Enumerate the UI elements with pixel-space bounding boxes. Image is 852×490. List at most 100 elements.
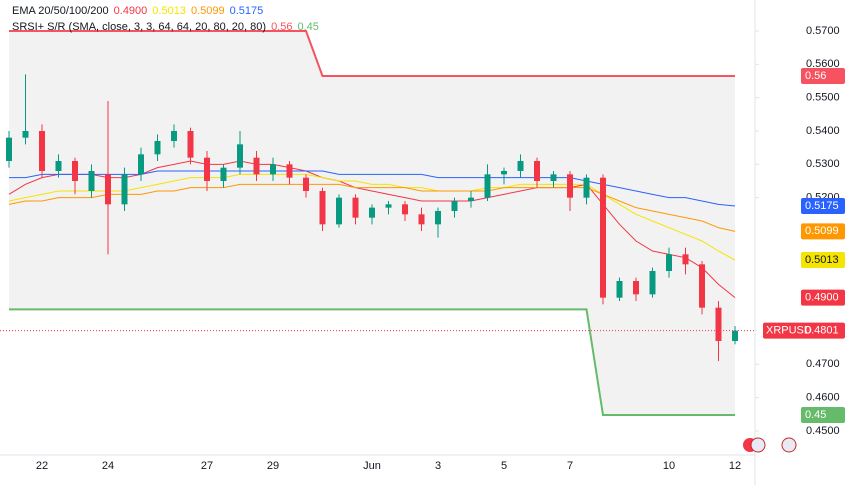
candle-body	[666, 254, 672, 271]
price-label: 0.4900	[805, 292, 839, 304]
price-label-box	[801, 198, 845, 214]
price-label: 0.45	[805, 409, 826, 421]
price-label-box	[801, 252, 845, 268]
candle-body	[369, 207, 375, 218]
x-tick-label: Jun	[363, 460, 381, 472]
y-tick-label: 0.5300	[806, 158, 840, 170]
sr-line	[9, 30, 735, 77]
candle-body	[600, 177, 606, 298]
event-icon	[750, 437, 766, 453]
candle-body	[187, 131, 194, 158]
candle-body	[237, 144, 243, 168]
candle-body	[385, 204, 392, 208]
candle-body	[468, 197, 474, 201]
candle-body	[517, 161, 524, 171]
candle-body	[451, 201, 458, 211]
candle-body	[682, 254, 689, 265]
x-tick-label: 3	[435, 460, 441, 472]
candle-body	[732, 330, 738, 341]
y-tick-label: 0.5400	[806, 125, 840, 137]
candle-body	[715, 307, 722, 341]
candle-body	[121, 174, 128, 205]
x-tick-label: 27	[201, 460, 213, 472]
x-tick-label: 10	[663, 460, 675, 472]
candle-body	[616, 281, 623, 298]
candle-body	[253, 157, 260, 175]
price-label: 0.4801	[805, 325, 839, 337]
y-tick-label: 0.4500	[806, 425, 840, 437]
event-icon	[781, 437, 797, 453]
candle-body	[72, 161, 78, 181]
y-tick-label: 0.5700	[806, 25, 840, 37]
candle-body	[105, 174, 111, 205]
candle-body	[319, 191, 326, 225]
x-tick-label: 7	[567, 460, 573, 472]
price-label: 0.56	[805, 70, 826, 82]
candle-body	[88, 171, 95, 191]
candle-body	[567, 174, 573, 198]
candle-body	[352, 197, 359, 218]
candle-body	[39, 131, 45, 171]
candle-body	[550, 174, 557, 181]
price-label: 0.5175	[805, 200, 839, 212]
price-label: 0.5099	[805, 225, 839, 237]
candle-body	[204, 157, 210, 181]
ema-line	[9, 170, 736, 207]
y-tick-label: 0.5600	[806, 58, 840, 70]
candle-body	[699, 264, 705, 308]
x-tick-label: 29	[267, 460, 279, 472]
x-tick-label: 22	[36, 460, 48, 472]
price-label: 0.5013	[805, 254, 839, 266]
ema-line	[8, 160, 736, 299]
candle-body	[402, 204, 408, 215]
legend-value: 0.5013	[152, 5, 186, 17]
y-tick-label: 0.4700	[806, 358, 840, 370]
candle-body	[633, 281, 639, 295]
candle-body	[484, 174, 491, 198]
legend-title: EMA 20/50/100/200	[12, 5, 109, 17]
x-tick-label: 24	[102, 460, 114, 472]
ema-line	[8, 183, 736, 232]
price-label-box	[801, 68, 845, 84]
y-tick-label: 0.5500	[806, 92, 840, 104]
price-label-box	[801, 223, 845, 240]
ema-line	[8, 173, 736, 261]
candle-body	[154, 141, 161, 155]
legend-value: 0.56	[271, 21, 292, 33]
candle-body	[55, 161, 62, 171]
x-tick-label: 12	[729, 460, 741, 472]
candle-body	[649, 271, 656, 295]
candle-body	[583, 177, 590, 198]
legend-value: 0.5099	[191, 5, 225, 17]
x-tick-label: 5	[501, 460, 507, 472]
legend-value: 0.4900	[114, 5, 148, 17]
plot-area: 22 24 27 29 Jun 3 5 7 10 12	[0, 30, 755, 472]
candle-body	[435, 211, 441, 225]
candle-body	[171, 131, 177, 141]
price-label-box	[763, 322, 845, 339]
event-icons	[743, 437, 797, 453]
sr-line	[9, 308, 735, 416]
candle-body	[270, 164, 276, 175]
legend-value: 0.5175	[230, 5, 264, 17]
candle-body	[303, 177, 309, 191]
candle-body	[6, 137, 12, 161]
candle-body	[286, 164, 293, 178]
price-axis: 0.57000.56000.55000.54000.53000.52000.47…	[755, 25, 845, 437]
y-tick-label: 0.4600	[806, 392, 840, 404]
price-label-box	[801, 407, 845, 423]
price-label-box	[801, 289, 845, 306]
candle-body	[220, 167, 227, 181]
candle-body	[501, 171, 507, 175]
legend-title: SRSI+ S/R (SMA, close, 3, 3, 64, 64, 20,…	[12, 21, 266, 33]
candle-body	[336, 197, 342, 225]
candle-body	[22, 131, 29, 138]
legend-value: 0.45	[297, 21, 318, 33]
candle-body	[418, 214, 425, 225]
legend: EMA 20/50/100/200 0.4900 0.5013 0.5099 0.517…	[12, 5, 319, 33]
candle-body	[138, 154, 144, 175]
symbol-label: XRPUSD	[766, 325, 812, 337]
candle-body	[534, 161, 540, 181]
